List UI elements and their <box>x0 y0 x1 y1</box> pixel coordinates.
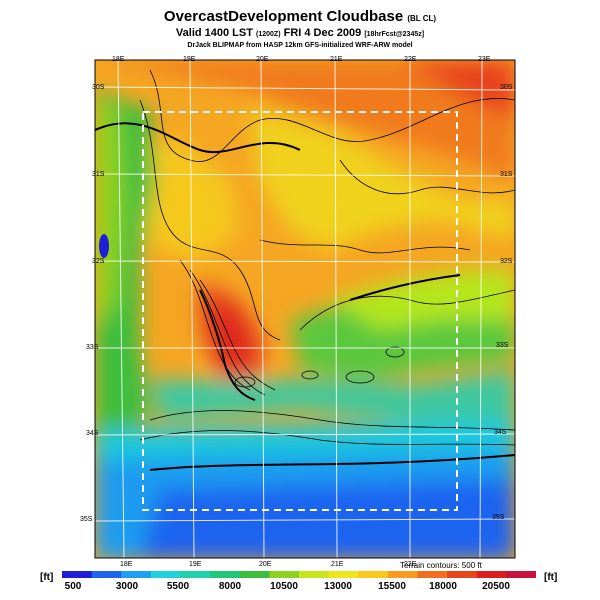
colorbar-label: 10500 <box>270 581 298 592</box>
model-credit: DrJack BLIPMAP from HASP 12km GFS-initia… <box>187 42 413 49</box>
lon-label-top: 23E <box>478 56 491 63</box>
colorbar-label: 8000 <box>218 581 242 592</box>
terrain-contour-note: Terrain contours: 500 ft <box>400 561 482 570</box>
colorbar-swatch <box>299 571 330 578</box>
cloudbase-field <box>95 60 515 558</box>
colorbar-swatch <box>417 571 448 578</box>
colorbar-swatch <box>447 571 478 578</box>
colorbar-swatch <box>91 571 122 578</box>
colorbar-swatch <box>358 571 389 578</box>
colorbar-swatch <box>180 571 211 578</box>
colorbar-swatch <box>150 571 182 578</box>
lat-label-left: 33S <box>86 344 99 351</box>
valid-time: Valid 1400 LST (1200Z) FRI 4 Dec 2009 [1… <box>175 27 425 39</box>
lon-label-bottom: 21E <box>331 561 344 568</box>
lat-label-right: 35S <box>492 514 505 521</box>
colorbar-swatch <box>239 571 270 578</box>
lon-label-bottom: 19E <box>189 561 202 568</box>
lat-label-right: 33S <box>496 342 509 349</box>
lat-label-left: 32S <box>92 258 105 265</box>
colorbar-swatch <box>506 571 536 578</box>
colorbar-label: 3000 <box>115 581 139 592</box>
colorbar-label: 5500 <box>166 581 190 592</box>
lon-label-bottom: 20E <box>259 561 272 568</box>
colorbar-swatch <box>121 571 152 578</box>
lat-label-right: 31S <box>500 171 513 178</box>
colorbar-unit-left: [ft] <box>40 572 54 583</box>
lon-label-top: 19E <box>183 56 196 63</box>
lon-label-top: 18E <box>112 56 125 63</box>
lon-label-top: 20E <box>256 56 269 63</box>
colorbar-swatch <box>269 571 300 578</box>
lat-label-right: 30S <box>500 84 513 91</box>
colorbar <box>62 571 536 578</box>
lat-label-left: 35S <box>80 516 93 523</box>
colorbar-swatch <box>210 571 241 578</box>
map-title: OvercastDevelopment Cloudbase (BL CL) <box>163 8 437 25</box>
lat-label-left: 31S <box>92 171 105 178</box>
colorbar-label: 13000 <box>324 581 352 592</box>
lon-label-top: 21E <box>330 56 343 63</box>
colorbar-swatch <box>62 571 93 578</box>
colorbar-swatch <box>476 571 507 578</box>
colorbar-label: 18000 <box>429 581 457 592</box>
lon-label-top: 22E <box>404 56 417 63</box>
colorbar-swatch <box>387 571 419 578</box>
colorbar-label: 500 <box>64 581 82 592</box>
lat-label-right: 32S <box>500 258 513 265</box>
colorbar-unit-right: [ft] <box>544 572 558 583</box>
lon-label-bottom: 22E <box>404 561 417 568</box>
lat-label-right: 34S <box>494 429 507 436</box>
lat-label-left: 30S <box>92 84 105 91</box>
inner-domain-box <box>142 111 458 511</box>
colorbar-swatch <box>328 571 359 578</box>
lat-label-left: 34S <box>86 430 99 437</box>
lon-label-bottom: 18E <box>120 561 133 568</box>
colorbar-label: 20500 <box>482 581 510 592</box>
colorbar-label: 15500 <box>378 581 406 592</box>
